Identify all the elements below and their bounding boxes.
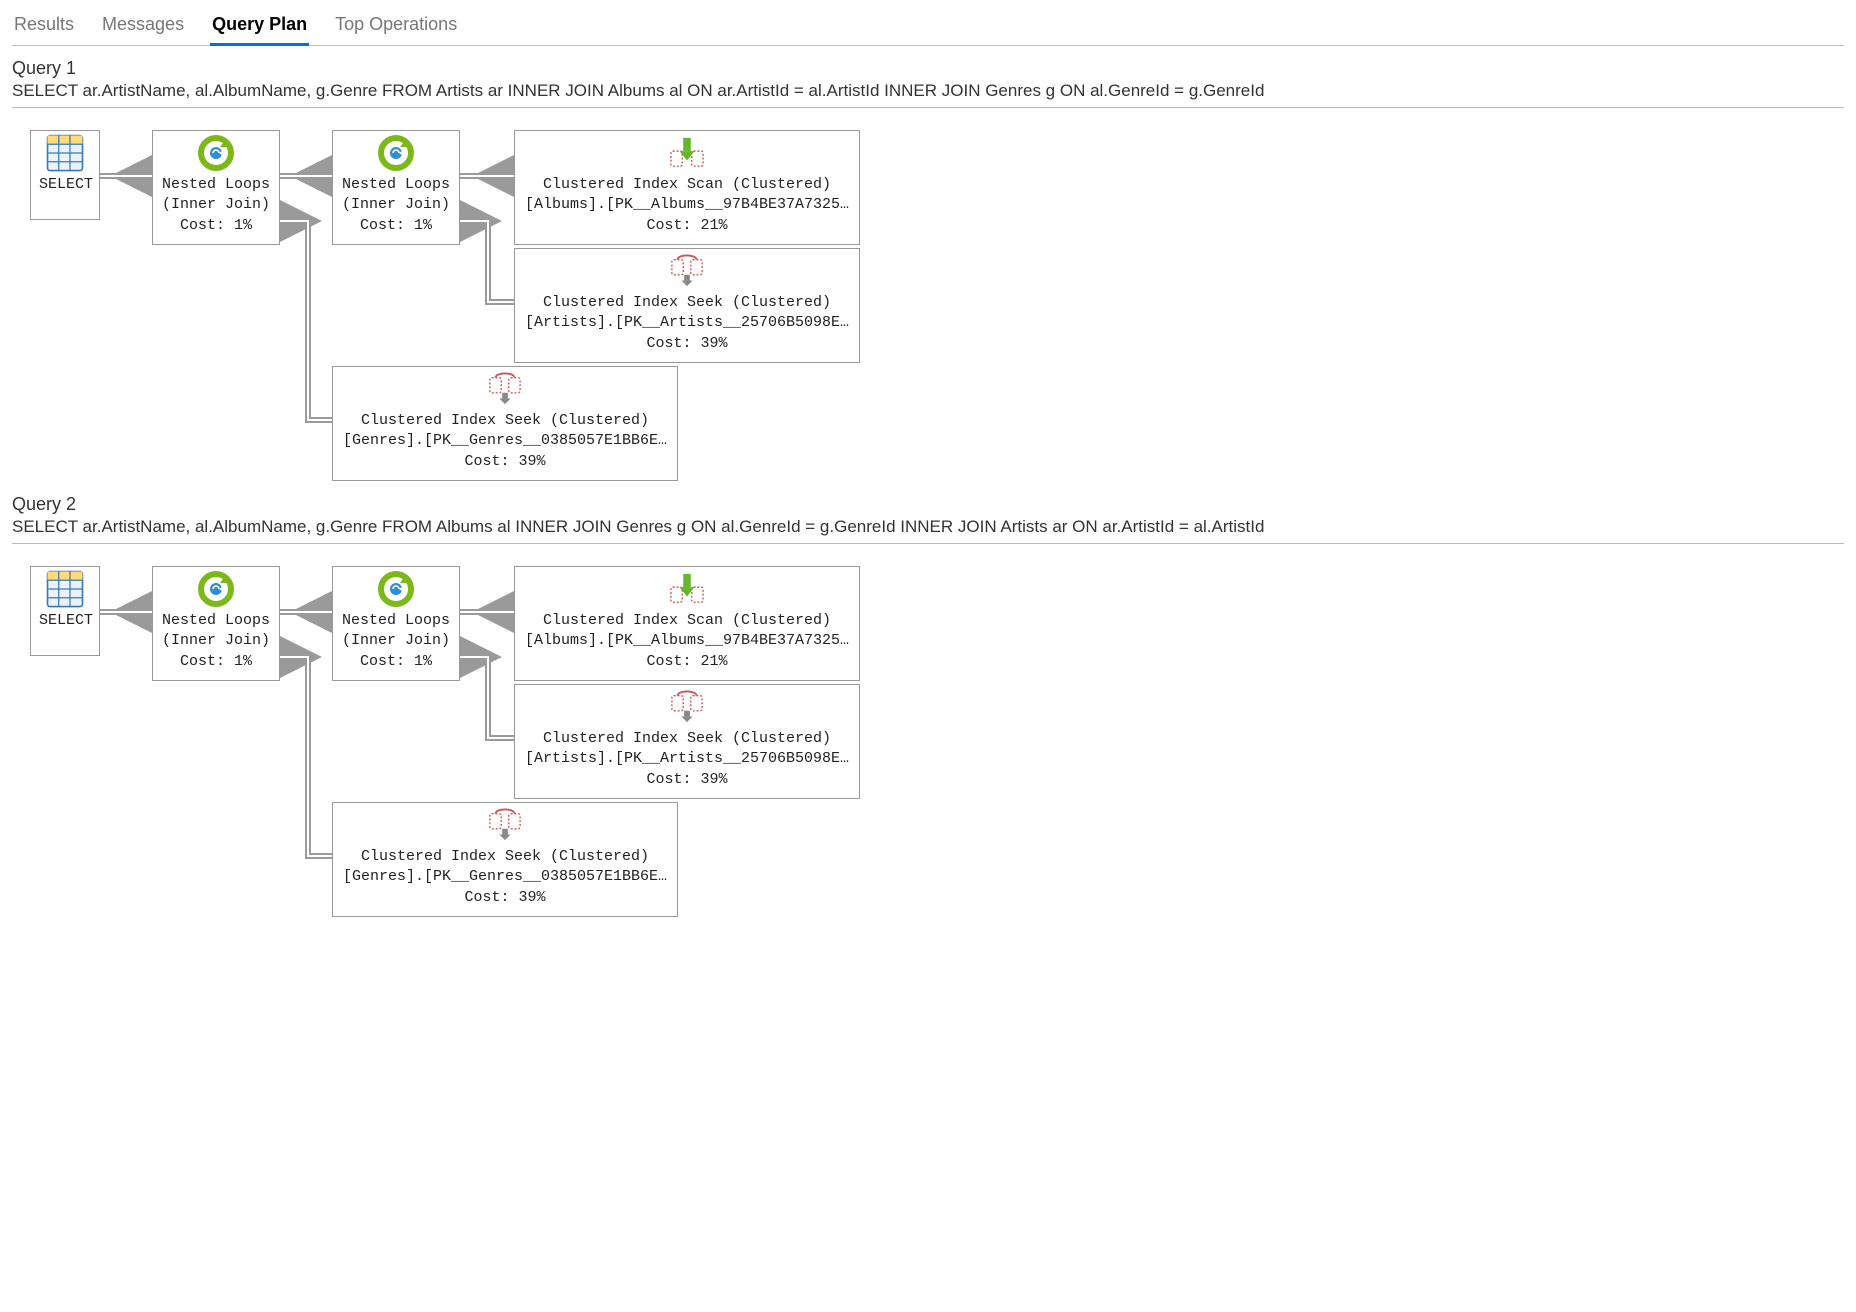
plan-node-index-seek-artists[interactable]: Clustered Index Seek (Clustered)[Artists…	[514, 248, 860, 363]
op-title: Clustered Index Seek (Clustered)	[341, 411, 669, 431]
plan-node-index-seek-genres[interactable]: Clustered Index Seek (Clustered)[Genres]…	[332, 366, 678, 481]
plan-node-index-seek-genres[interactable]: Clustered Index Seek (Clustered)[Genres]…	[332, 802, 678, 917]
op-title: Nested Loops	[161, 175, 271, 195]
query-title: Query 2	[12, 494, 1844, 515]
op-cost: Cost: 39%	[341, 452, 669, 472]
op-title: Clustered Index Scan (Clustered)	[523, 175, 851, 195]
op-cost: Cost: 39%	[341, 888, 669, 908]
op-cost: Cost: 1%	[341, 216, 451, 236]
index-seek-icon	[485, 808, 525, 847]
op-cost: Cost: 39%	[523, 334, 851, 354]
index-seek-icon	[667, 254, 707, 293]
plan-node-index-scan[interactable]: Clustered Index Scan (Clustered)[Albums]…	[514, 566, 860, 681]
nested-loops-icon	[378, 135, 414, 176]
op-cost: Cost: 1%	[341, 652, 451, 672]
index-scan-icon	[667, 572, 707, 611]
op-object: [Artists].[PK__Artists__25706B5098E…	[523, 313, 851, 333]
op-object: [Artists].[PK__Artists__25706B5098E…	[523, 749, 851, 769]
op-title: Clustered Index Seek (Clustered)	[523, 729, 851, 749]
plan-canvas[interactable]: SELECTNested Loops(Inner Join)Cost: 1%Ne…	[12, 562, 1844, 902]
op-subtitle: (Inner Join)	[341, 195, 451, 215]
queries-container: Query 1SELECT ar.ArtistName, al.AlbumNam…	[12, 58, 1844, 902]
tab-query-plan[interactable]: Query Plan	[210, 8, 309, 45]
op-title: Clustered Index Scan (Clustered)	[523, 611, 851, 631]
query-sql: SELECT ar.ArtistName, al.AlbumName, g.Ge…	[12, 517, 1844, 544]
op-subtitle: (Inner Join)	[161, 631, 271, 651]
op-title: Nested Loops	[341, 611, 451, 631]
table-icon	[45, 133, 85, 178]
plan-node-select[interactable]: SELECT	[30, 130, 100, 220]
op-cost: Cost: 21%	[523, 652, 851, 672]
index-seek-icon	[667, 690, 707, 729]
op-object: [Genres].[PK__Genres__0385057E1BB6E…	[341, 867, 669, 887]
plan-node-index-scan[interactable]: Clustered Index Scan (Clustered)[Albums]…	[514, 130, 860, 245]
op-subtitle: (Inner Join)	[341, 631, 451, 651]
op-cost: Cost: 1%	[161, 216, 271, 236]
nested-loops-icon	[198, 571, 234, 612]
query-block: Query 2SELECT ar.ArtistName, al.AlbumNam…	[12, 494, 1844, 902]
op-title: Clustered Index Seek (Clustered)	[523, 293, 851, 313]
query-sql: SELECT ar.ArtistName, al.AlbumName, g.Ge…	[12, 81, 1844, 108]
plan-node-select[interactable]: SELECT	[30, 566, 100, 656]
op-object: [Albums].[PK__Albums__97B4BE37A7325…	[523, 631, 851, 651]
plan-node-nested-loops-2[interactable]: Nested Loops(Inner Join)Cost: 1%	[332, 566, 460, 681]
index-seek-icon	[485, 372, 525, 411]
plan-node-index-seek-artists[interactable]: Clustered Index Seek (Clustered)[Artists…	[514, 684, 860, 799]
select-label: SELECT	[39, 611, 91, 631]
op-title: Nested Loops	[341, 175, 451, 195]
index-scan-icon	[667, 136, 707, 175]
op-object: [Genres].[PK__Genres__0385057E1BB6E…	[341, 431, 669, 451]
plan-node-nested-loops-2[interactable]: Nested Loops(Inner Join)Cost: 1%	[332, 130, 460, 245]
op-title: Nested Loops	[161, 611, 271, 631]
table-icon	[45, 569, 85, 614]
op-cost: Cost: 1%	[161, 652, 271, 672]
op-cost: Cost: 39%	[523, 770, 851, 790]
select-label: SELECT	[39, 175, 91, 195]
query-title: Query 1	[12, 58, 1844, 79]
plan-node-nested-loops-1[interactable]: Nested Loops(Inner Join)Cost: 1%	[152, 566, 280, 681]
op-object: [Albums].[PK__Albums__97B4BE37A7325…	[523, 195, 851, 215]
tab-top-operations[interactable]: Top Operations	[333, 8, 459, 45]
op-title: Clustered Index Seek (Clustered)	[341, 847, 669, 867]
query-block: Query 1SELECT ar.ArtistName, al.AlbumNam…	[12, 58, 1844, 466]
plan-node-nested-loops-1[interactable]: Nested Loops(Inner Join)Cost: 1%	[152, 130, 280, 245]
op-subtitle: (Inner Join)	[161, 195, 271, 215]
tab-results[interactable]: Results	[12, 8, 76, 45]
op-cost: Cost: 21%	[523, 216, 851, 236]
tab-messages[interactable]: Messages	[100, 8, 186, 45]
nested-loops-icon	[378, 571, 414, 612]
plan-canvas[interactable]: SELECTNested Loops(Inner Join)Cost: 1%Ne…	[12, 126, 1844, 466]
nested-loops-icon	[198, 135, 234, 176]
tabs-bar: Results Messages Query Plan Top Operatio…	[12, 8, 1844, 46]
